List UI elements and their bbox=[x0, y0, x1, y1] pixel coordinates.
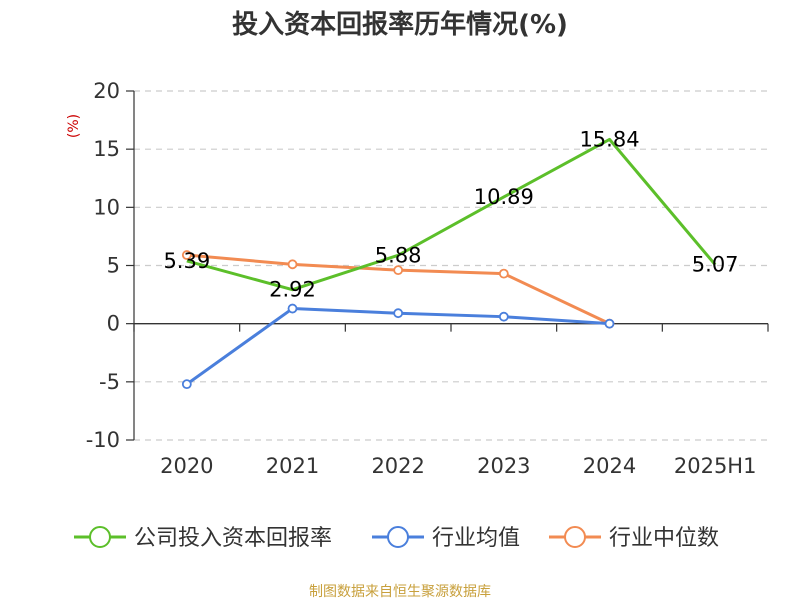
y-tick-label: 5 bbox=[107, 254, 120, 278]
legend: 公司投入资本回报率 行业均值 行业中位数 bbox=[74, 526, 719, 551]
legend-swatch-marker bbox=[564, 526, 586, 548]
data-label: 15.84 bbox=[579, 127, 639, 151]
series-line bbox=[185, 307, 610, 386]
data-point bbox=[287, 259, 298, 270]
data-label: 2.92 bbox=[269, 278, 316, 302]
data-label: 5.39 bbox=[163, 249, 210, 273]
x-tick-label: 2024 bbox=[583, 454, 636, 478]
data-point bbox=[181, 250, 192, 260]
data-point bbox=[604, 318, 615, 329]
data-label: 10.89 bbox=[474, 185, 534, 209]
x-tick-label: 2023 bbox=[477, 454, 530, 478]
data-point bbox=[393, 308, 404, 319]
y-tick-label: 20 bbox=[93, 79, 120, 103]
y-tick-label: -10 bbox=[86, 428, 120, 452]
data-point bbox=[287, 303, 298, 314]
source-note: 制图数据来自恒生聚源数据库 bbox=[309, 584, 491, 600]
y-tick-label: 15 bbox=[93, 137, 120, 161]
legend-swatch-marker bbox=[89, 526, 111, 548]
series-line bbox=[186, 137, 717, 292]
legend-label: 行业均值 bbox=[432, 526, 520, 551]
x-tick-label: 2020 bbox=[160, 454, 213, 478]
chart-title: 投入资本回报率历年情况(%) bbox=[232, 9, 568, 40]
legend-label: 公司投入资本回报率 bbox=[134, 526, 332, 551]
series-1 bbox=[186, 137, 717, 292]
x-tick-label: 2022 bbox=[371, 454, 424, 478]
x-tick-label: 2025H1 bbox=[674, 454, 757, 478]
series-3 bbox=[181, 250, 615, 329]
y-axis-label: (%) bbox=[66, 114, 82, 138]
legend-swatch-marker bbox=[387, 526, 409, 548]
data-label: 5.07 bbox=[692, 253, 739, 277]
legend-item: 公司投入资本回报率 bbox=[74, 526, 332, 551]
grid bbox=[134, 90, 768, 441]
legend-item: 行业中位数 bbox=[549, 526, 719, 551]
x-tick-label: 2021 bbox=[266, 454, 319, 478]
data-point bbox=[498, 268, 509, 279]
data-label: 5.88 bbox=[375, 243, 422, 267]
y-tick-label: 0 bbox=[107, 312, 120, 336]
legend-label: 行业中位数 bbox=[609, 526, 719, 551]
data-labels: 5.39 2.92 5.88 10.89 15.84 5.07 bbox=[163, 127, 738, 301]
legend-item: 行业均值 bbox=[372, 526, 520, 551]
data-point bbox=[498, 311, 509, 322]
data-point bbox=[181, 379, 192, 390]
series-layer bbox=[181, 137, 717, 390]
data-point bbox=[393, 265, 404, 276]
y-tick-label: 10 bbox=[93, 195, 120, 219]
series-2 bbox=[181, 303, 615, 390]
y-tick-label: -5 bbox=[99, 370, 120, 394]
